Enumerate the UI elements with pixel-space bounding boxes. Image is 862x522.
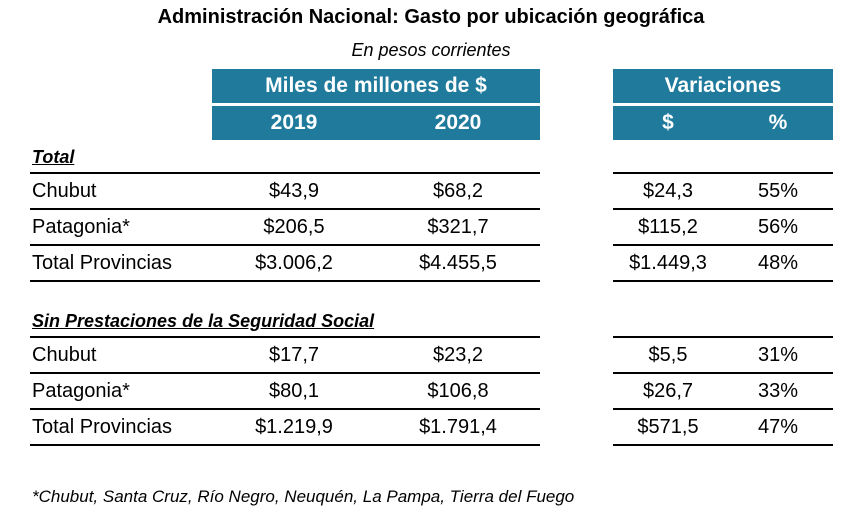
rule-left bbox=[30, 244, 540, 246]
header-left-divider bbox=[212, 103, 540, 106]
value-2020: $106,8 bbox=[427, 379, 489, 402]
rule-right bbox=[613, 244, 833, 246]
footnote: *Chubut, Santa Cruz, Río Negro, Neuquén,… bbox=[32, 487, 575, 506]
rule-right bbox=[613, 444, 833, 446]
rule-left bbox=[30, 372, 540, 374]
header-left-columns: 2019 2020 bbox=[212, 106, 540, 140]
rule-left bbox=[30, 444, 540, 446]
value-2019: $80,1 bbox=[268, 379, 320, 402]
rule-right bbox=[613, 372, 833, 374]
value-2020: $321,7 bbox=[427, 215, 489, 238]
value-var-abs: $1.449,3 bbox=[629, 251, 707, 274]
value-var-pct: 33% bbox=[757, 379, 799, 402]
value-2019: $206,5 bbox=[263, 215, 325, 238]
value-2019: $3.006,2 bbox=[255, 251, 333, 274]
rule-right bbox=[613, 280, 833, 282]
table-row: Total Provincias $1.219,9 $1.791,4 $571,… bbox=[0, 410, 862, 444]
value-var-pct: 31% bbox=[757, 343, 799, 366]
rule-left bbox=[30, 408, 540, 410]
report-subtitle: En pesos corrientes bbox=[351, 40, 511, 60]
rule-right bbox=[613, 336, 833, 338]
row-name: Total Provincias bbox=[32, 415, 173, 438]
value-2019: $17,7 bbox=[268, 343, 320, 366]
section-label-sin-prestaciones: Sin Prestaciones de la Seguridad Social bbox=[32, 311, 375, 331]
value-2019: $43,9 bbox=[268, 179, 320, 202]
rule-left bbox=[30, 208, 540, 210]
table-row: Patagonia* $206,5 $321,7 $115,2 56% bbox=[0, 210, 862, 244]
header-col-2019: 2019 bbox=[270, 111, 318, 134]
value-var-abs: $115,2 bbox=[638, 215, 698, 238]
value-2020: $68,2 bbox=[432, 179, 484, 202]
section-label-total: Total bbox=[32, 147, 75, 167]
header-right: Variaciones $ % bbox=[613, 69, 833, 140]
row-name: Chubut bbox=[32, 343, 97, 366]
table-row: Patagonia* $80,1 $106,8 $26,7 33% bbox=[0, 374, 862, 408]
row-name: Patagonia* bbox=[32, 215, 130, 238]
table-row: Chubut $17,7 $23,2 $5,5 31% bbox=[0, 338, 862, 372]
row-name: Chubut bbox=[32, 179, 97, 202]
value-var-abs: $571,5 bbox=[637, 415, 699, 438]
value-var-pct: 47% bbox=[757, 415, 799, 438]
header-right-group: Variaciones bbox=[664, 74, 782, 97]
rule-left bbox=[30, 336, 540, 338]
header-col-2020: 2020 bbox=[434, 111, 482, 134]
value-2020: $23,2 bbox=[432, 343, 484, 366]
rule-right bbox=[613, 172, 833, 174]
value-var-pct: 56% bbox=[757, 215, 799, 238]
rule-right bbox=[613, 408, 833, 410]
value-var-abs: $5,5 bbox=[648, 343, 688, 366]
header-col-var-pct: % bbox=[768, 111, 788, 134]
header-left: Miles de millones de $ 2019 2020 bbox=[212, 69, 540, 140]
value-var-pct: 48% bbox=[757, 251, 799, 274]
row-name: Total Provincias bbox=[32, 251, 173, 274]
table-row: Total Provincias $3.006,2 $4.455,5 $1.44… bbox=[0, 246, 862, 280]
header-left-group: Miles de millones de $ bbox=[265, 74, 487, 97]
value-var-abs: $24,3 bbox=[642, 179, 694, 202]
rule-right bbox=[613, 208, 833, 210]
header-col-var-abs: $ bbox=[662, 111, 674, 134]
rule-left bbox=[30, 280, 540, 282]
header-right-columns: $ % bbox=[613, 106, 833, 140]
report-title: Administración Nacional: Gasto por ubica… bbox=[157, 6, 705, 28]
row-name: Patagonia* bbox=[32, 379, 130, 402]
value-2020: $4.455,5 bbox=[419, 251, 497, 274]
value-var-abs: $26,7 bbox=[642, 379, 694, 402]
value-var-pct: 55% bbox=[757, 179, 799, 202]
value-2019: $1.219,9 bbox=[255, 415, 333, 438]
rule-left bbox=[30, 172, 540, 174]
value-2020: $1.791,4 bbox=[419, 415, 497, 438]
header-right-divider bbox=[613, 103, 833, 106]
table-row: Chubut $43,9 $68,2 $24,3 55% bbox=[0, 174, 862, 208]
